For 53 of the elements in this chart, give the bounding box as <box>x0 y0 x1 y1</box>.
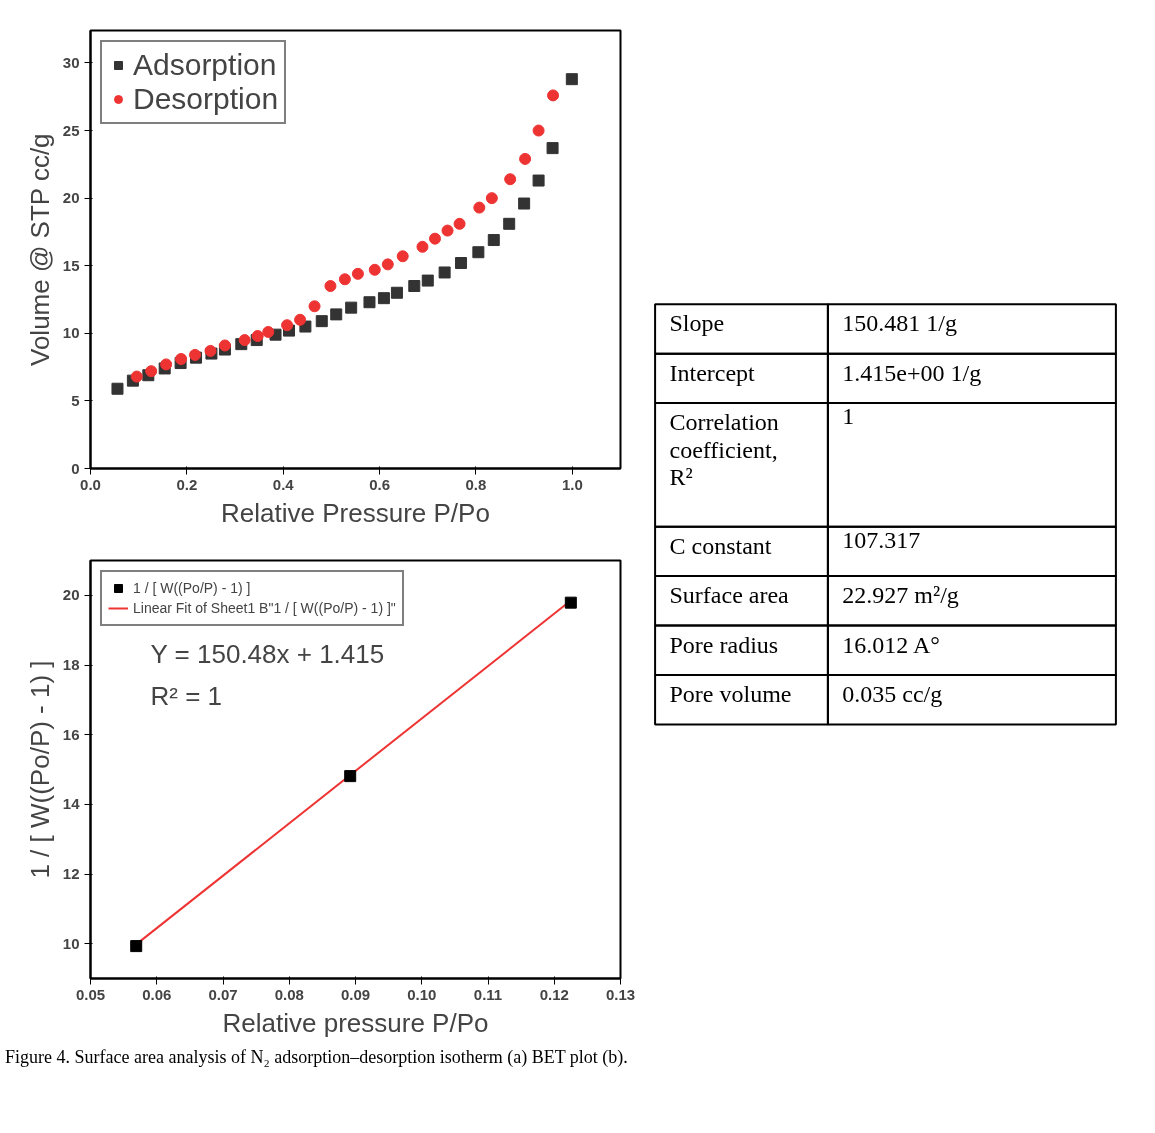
x-tick-label: 0.10 <box>407 985 437 1003</box>
x-tick-label: 0.4 <box>272 475 295 493</box>
x-tick-label: 0.08 <box>274 985 304 1003</box>
legend-label: 1 / [ W((Po/P) - 1) ] <box>133 580 251 596</box>
legend-label: Adsorption <box>133 48 277 82</box>
x-tick-label: 0.0 <box>80 475 101 493</box>
x-tick-label: 0.07 <box>208 985 238 1003</box>
text: 0.035 cc/g <box>842 681 943 708</box>
y-tick-label: 5 <box>71 391 80 409</box>
text: 1.415e+00 1/g <box>842 359 982 386</box>
y-tick-label: 16 <box>62 725 80 743</box>
annotation: R² = 1 <box>150 680 223 711</box>
x-axis-title: Relative pressure P/Po <box>222 1007 489 1038</box>
y-tick-label: 15 <box>62 256 80 274</box>
x-tick-label: 0.2 <box>176 475 198 493</box>
x-tick-label: 0.09 <box>340 985 371 1003</box>
x-tick-label: 0.05 <box>75 985 106 1003</box>
x-tick-label: 0.11 <box>473 985 503 1003</box>
y-tick-label: 14 <box>62 795 81 813</box>
y-tick-label: 30 <box>62 53 80 71</box>
text: 22.927 m²/g <box>842 582 959 609</box>
y-tick-label: 20 <box>62 189 80 207</box>
legend-label: Linear Fit of Sheet1 B"1 / [ W((Po/P) - 1) ]" <box>133 600 396 616</box>
text: Intercept <box>669 359 755 386</box>
legend-label: Desorption <box>133 82 279 116</box>
text: Surface area <box>669 582 789 609</box>
y-tick-label: 0 <box>71 459 80 477</box>
x-tick-label: 1.0 <box>561 475 583 493</box>
y-axis-title: 1 / [ W((Po/P) - 1) ] <box>24 660 55 879</box>
text: 1 <box>842 403 855 430</box>
text: Correlation coefficient, R² <box>669 409 779 490</box>
text: Slope <box>669 310 725 337</box>
y-tick-label: 10 <box>62 324 80 342</box>
annotation: Y = 150.48x + 1.415 <box>150 638 385 669</box>
y-tick-label: 25 <box>62 121 80 139</box>
x-axis-title: Relative Pressure P/Po <box>221 497 490 528</box>
text: C constant <box>669 532 772 559</box>
text: 150.481 1/g <box>842 310 957 337</box>
y-tick-label: 12 <box>62 865 80 882</box>
text: 107.317 <box>842 526 921 553</box>
y-tick-label: 10 <box>62 934 80 952</box>
x-tick-label: 0.13 <box>605 985 636 1003</box>
caption: Figure 4. Surface area analysis of N₂ adsorption–desorption isotherm (a) BET plot (b). <box>5 1046 628 1069</box>
y-tick-label: 18 <box>62 656 80 673</box>
text: Pore radius <box>669 631 779 658</box>
x-tick-label: 0.06 <box>142 985 172 1003</box>
y-tick-label: 20 <box>62 586 80 604</box>
text: 16.012 A° <box>842 631 940 658</box>
x-tick-label: 0.6 <box>369 475 391 493</box>
text: Pore volume <box>669 681 792 708</box>
y-axis-title: Volume @ STP cc/g <box>24 133 55 367</box>
x-tick-label: 0.12 <box>539 985 569 1003</box>
x-tick-label: 0.8 <box>465 475 487 493</box>
